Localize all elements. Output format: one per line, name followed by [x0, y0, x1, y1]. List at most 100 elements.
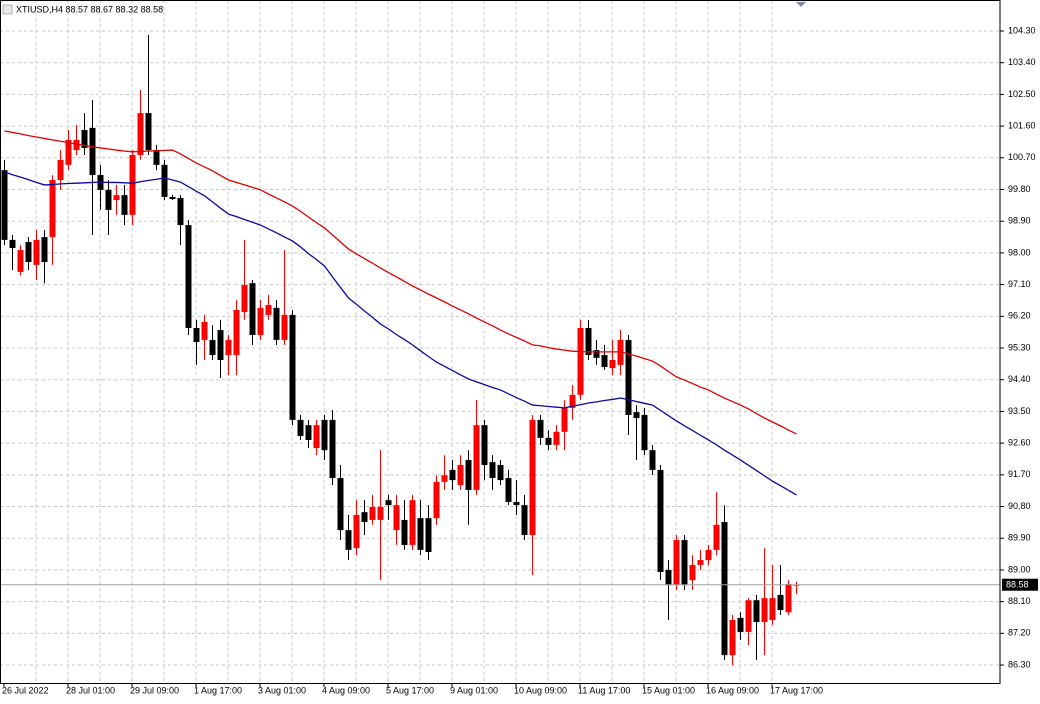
- candle-body: [353, 514, 360, 549]
- candle-body: [473, 425, 480, 490]
- x-tick-label: 9 Aug 01:00: [450, 685, 498, 695]
- candle-body: [601, 355, 608, 368]
- candle-body: [785, 584, 792, 613]
- candle-body: [521, 505, 528, 536]
- chart-title: XTIUSD,H4 88.57 88.67 88.32 88.58: [16, 4, 163, 14]
- candle-body: [281, 314, 288, 340]
- candle-body: [753, 600, 760, 623]
- candle-body: [137, 113, 144, 155]
- candle-body: [81, 129, 88, 148]
- candle-body: [57, 159, 64, 180]
- candle-body: [761, 598, 768, 623]
- y-tick-label: 91.70: [1008, 469, 1031, 479]
- candle-body: [161, 164, 168, 197]
- y-tick-label: 103.40: [1008, 57, 1036, 67]
- candle-body: [313, 425, 320, 449]
- candle-body: [689, 564, 696, 581]
- candle-body: [425, 518, 432, 552]
- candle-body: [577, 327, 584, 395]
- y-tick-label: 88.10: [1008, 596, 1031, 606]
- y-tick-label: 104.30: [1008, 25, 1036, 35]
- candle-body: [401, 519, 408, 545]
- candle-body: [457, 464, 464, 486]
- candle-body: [417, 518, 424, 550]
- candle-body: [529, 419, 536, 536]
- candle-body: [345, 530, 352, 550]
- candle-body: [633, 412, 640, 419]
- y-tick-label: 95.30: [1008, 342, 1031, 352]
- candle-body: [641, 414, 648, 451]
- y-tick-label: 90.80: [1008, 501, 1031, 511]
- candle-body: [297, 419, 304, 437]
- y-tick-label: 97.10: [1008, 279, 1031, 289]
- candle-body: [385, 500, 392, 506]
- grid-layer: [0, 0, 1000, 683]
- candle-body: [449, 469, 456, 481]
- candle-body: [465, 460, 472, 490]
- candle-body: [489, 462, 496, 478]
- title-icon: [2, 4, 13, 15]
- candle-body: [241, 284, 248, 313]
- candle-body: [433, 481, 440, 519]
- candle-body: [593, 350, 600, 358]
- candle-body: [329, 419, 336, 478]
- candle-body: [721, 522, 728, 656]
- candle-body: [705, 549, 712, 561]
- candle-body: [49, 179, 56, 238]
- candle-body: [225, 339, 232, 356]
- y-tick-label: 86.30: [1008, 659, 1031, 669]
- moving-average-line: [4, 130, 797, 435]
- candle-body: [505, 477, 512, 502]
- candle-body: [585, 327, 592, 356]
- last-price-box: [1002, 578, 1038, 591]
- candle-body: [129, 154, 136, 215]
- candle-body: [649, 450, 656, 470]
- x-tick-label: 5 Aug 17:00: [386, 685, 434, 695]
- y-tick-label: 89.00: [1008, 564, 1031, 574]
- candle-body: [369, 506, 376, 520]
- y-tick-label: 99.80: [1008, 184, 1031, 194]
- candle-body: [361, 512, 368, 523]
- candle-body: [17, 250, 24, 272]
- candle-body: [513, 501, 520, 506]
- candle-body: [713, 524, 720, 550]
- candle-body: [497, 464, 504, 481]
- candle-body: [89, 127, 96, 176]
- candle-body: [681, 539, 688, 586]
- marks-layer: [0, 34, 1000, 666]
- candle-body: [41, 237, 48, 263]
- candle-body: [193, 327, 200, 343]
- candle-body: [209, 339, 216, 356]
- y-tick-label: 92.60: [1008, 437, 1031, 447]
- candle-body: [769, 598, 776, 620]
- candle-body: [1, 170, 8, 240]
- candle-body: [737, 617, 744, 632]
- candle-body: [25, 241, 32, 263]
- y-tick-label: 96.20: [1008, 311, 1031, 321]
- x-tick-label: 10 Aug 09:00: [514, 685, 567, 695]
- x-tick-label: 11 Aug 17:00: [578, 685, 630, 695]
- candle-body: [481, 425, 488, 465]
- x-tick-label: 29 Jul 09:00: [130, 685, 179, 695]
- candle-body: [745, 600, 752, 632]
- y-tick-label: 102.50: [1008, 89, 1036, 99]
- x-tick-label: 4 Aug 09:00: [322, 685, 370, 695]
- x-tick-label: 17 Aug 17:00: [770, 685, 823, 695]
- candle-body: [625, 339, 632, 415]
- x-tick-label: 16 Aug 09:00: [706, 685, 759, 695]
- x-tick-label: 26 Jul 2022: [2, 685, 49, 695]
- y-tick-label: 98.00: [1008, 247, 1031, 257]
- x-tick-label: 15 Aug 01:00: [642, 685, 695, 695]
- candle-body: [729, 619, 736, 656]
- last-price-label: 88.58: [1006, 580, 1029, 590]
- x-tick-label: 3 Aug 01:00: [258, 685, 306, 695]
- candle-body: [553, 431, 560, 445]
- candle-body: [121, 195, 128, 215]
- candle-body: [249, 283, 256, 335]
- candle-body: [697, 560, 704, 565]
- candle-body: [73, 139, 80, 151]
- candle-body: [665, 569, 672, 586]
- candle-body: [657, 469, 664, 573]
- moving-average-line: [4, 171, 797, 496]
